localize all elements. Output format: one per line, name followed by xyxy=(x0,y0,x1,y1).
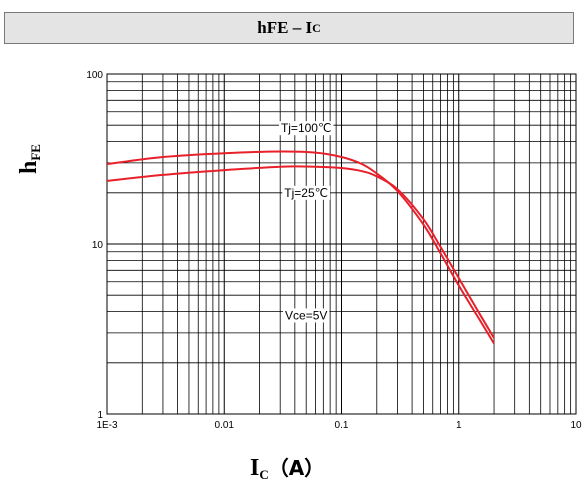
plot-frame xyxy=(106,73,577,415)
annotation: Tj=25℃ xyxy=(282,185,331,200)
x-tick-label: 0.1 xyxy=(335,420,349,431)
annotation-text: Tj=25℃ xyxy=(284,186,328,200)
annotations: Tj=100℃ Tj=25℃ Vce=5V xyxy=(278,121,334,323)
annotation: Vce=5V xyxy=(283,308,330,323)
x-tick-label: 0.01 xyxy=(215,420,235,431)
x-tick-label: 1E-3 xyxy=(96,420,118,431)
annotation-text: Vce=5V xyxy=(285,308,327,322)
annotation-bg xyxy=(282,185,331,200)
y-tick-label: 10 xyxy=(92,240,104,251)
grid-lines xyxy=(106,74,576,415)
y-tick-label: 100 xyxy=(86,70,103,81)
annotation: Tj=100℃ xyxy=(278,121,334,136)
x-axis-label-unit: （A） xyxy=(268,456,325,480)
series-line-tj-25 xyxy=(106,165,495,339)
series-group xyxy=(106,150,495,345)
series-line-tj-100 xyxy=(106,150,495,345)
title-main: hFE – I xyxy=(257,18,313,37)
x-tick-label: 10 xyxy=(570,420,582,431)
x-axis-label-main: I xyxy=(250,455,260,481)
x-axis-label: IC（A） xyxy=(250,452,360,484)
title-sub: C xyxy=(312,20,321,35)
annotation-text: Tj=100℃ xyxy=(281,121,332,135)
tick-labels: 1E-3 0.01 0.1 1 10 1 10 100 xyxy=(86,70,582,431)
annotation-bg xyxy=(283,308,330,323)
y-tick-label: 1 xyxy=(97,410,103,421)
x-tick-label: 1 xyxy=(456,420,462,431)
annotation-bg xyxy=(278,121,334,136)
x-axis-label-sub: C xyxy=(259,467,269,482)
